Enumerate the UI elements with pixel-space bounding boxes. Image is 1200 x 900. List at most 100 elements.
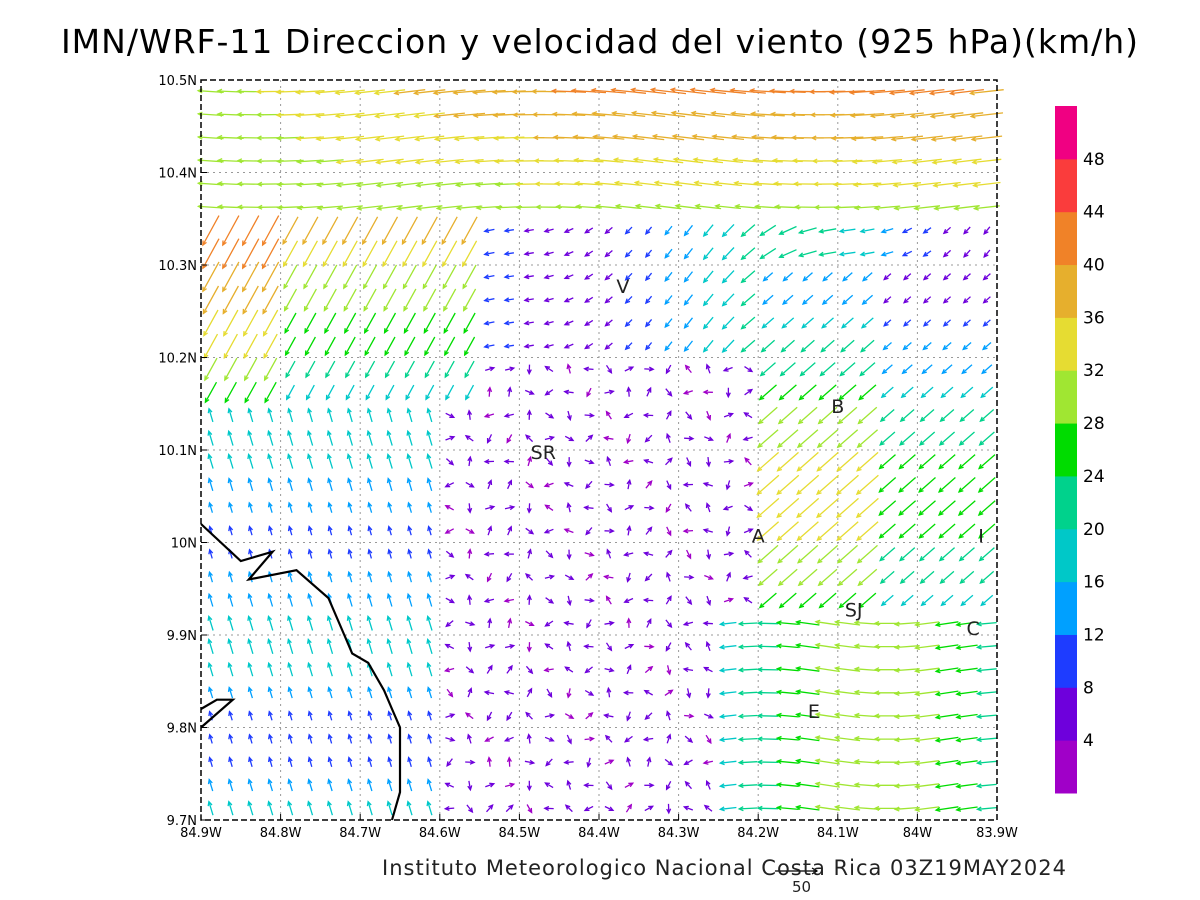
wind-arrow xyxy=(472,112,506,119)
wind-arrow xyxy=(241,238,260,270)
x-tick-label: 84.2W xyxy=(737,826,779,841)
wind-arrow xyxy=(526,642,532,653)
wind-arrow xyxy=(737,736,758,742)
wind-arrow xyxy=(665,549,673,558)
wind-arrow xyxy=(775,782,799,788)
wind-arrow xyxy=(838,251,856,257)
wind-arrow xyxy=(740,339,756,353)
wind-arrow xyxy=(296,205,324,211)
wind-arrow xyxy=(426,407,433,423)
wind-arrow xyxy=(955,760,978,766)
wind-arrow xyxy=(962,273,971,281)
wind-arrow xyxy=(247,429,254,446)
wind-arrow xyxy=(487,479,493,490)
wind-arrow xyxy=(920,594,934,607)
wind-arrow xyxy=(858,592,877,609)
wind-arrow xyxy=(623,412,634,418)
place-labels: V SR B A I SJ C E xyxy=(531,276,984,723)
wind-arrow xyxy=(840,339,855,353)
wind-arrow xyxy=(706,410,712,421)
wind-arrow xyxy=(506,711,513,722)
wind-arrow xyxy=(796,521,819,542)
wind-arrow xyxy=(583,505,594,511)
wind-arrow xyxy=(544,782,554,789)
colorbar-segment xyxy=(1055,211,1077,266)
wind-arrow xyxy=(893,644,920,650)
wind-arrow xyxy=(934,736,959,743)
wind-arrow xyxy=(781,317,795,329)
wind-arrow xyxy=(382,264,398,290)
wind-arrow xyxy=(860,339,875,353)
wind-arrow xyxy=(406,614,413,631)
wind-arrow xyxy=(978,523,996,539)
wind-arrow xyxy=(684,713,695,719)
wind-arrow xyxy=(740,270,756,284)
wind-arrow xyxy=(443,312,456,335)
wind-arrow xyxy=(685,596,693,606)
wind-arrow xyxy=(284,336,297,357)
wind-arrow xyxy=(893,783,920,789)
wind-arrow xyxy=(684,574,695,580)
wind-arrow xyxy=(611,134,645,141)
wind-arrow xyxy=(302,216,319,246)
wind-arrow xyxy=(584,412,595,418)
wind-arrow xyxy=(374,112,405,119)
wind-arrow xyxy=(686,549,692,560)
wind-arrow xyxy=(267,661,274,677)
wind-arrow xyxy=(737,713,758,719)
wind-arrow xyxy=(893,621,920,627)
wind-arrow xyxy=(702,759,714,765)
wind-arrow xyxy=(982,319,991,327)
wind-arrow xyxy=(775,666,799,672)
wind-arrow xyxy=(483,320,495,326)
wind-arrow xyxy=(605,595,612,605)
wind-arrow xyxy=(364,360,376,379)
wind-arrow xyxy=(222,285,239,315)
wind-arrow xyxy=(347,686,353,699)
wind-arrow xyxy=(983,226,991,235)
wind-arrow xyxy=(757,568,778,587)
wind-arrow xyxy=(583,782,594,788)
wind-arrow xyxy=(262,309,279,337)
y-tick-label: 10N xyxy=(171,537,197,552)
wind-arrow xyxy=(586,387,592,398)
wind-arrow xyxy=(683,247,694,260)
wind-arrow xyxy=(347,548,353,559)
wind-arrow xyxy=(624,735,633,743)
wind-arrow xyxy=(644,644,655,650)
wind-arrow xyxy=(383,312,397,335)
wind-arrow xyxy=(445,736,456,742)
colorbar-segment xyxy=(1055,687,1077,741)
wind-arrow xyxy=(335,182,364,188)
wind-arrow xyxy=(611,110,646,117)
wind-arrow xyxy=(282,216,299,246)
wind-arrow xyxy=(387,686,393,699)
wind-arrow xyxy=(585,480,593,490)
wind-arrow xyxy=(794,689,820,696)
wind-arrow xyxy=(585,712,594,720)
wind-arrow xyxy=(756,497,780,519)
wind-arrow xyxy=(817,568,838,587)
wind-arrow xyxy=(486,711,493,722)
wind-arrow xyxy=(918,523,936,539)
wind-arrow xyxy=(664,318,673,329)
wind-arrow xyxy=(718,690,737,696)
wind-arrow xyxy=(427,501,432,513)
wind-arrow xyxy=(487,525,493,536)
wind-arrow xyxy=(327,501,333,513)
wind-arrow xyxy=(665,619,673,629)
wind-arrow xyxy=(833,735,861,742)
wind-arrow xyxy=(306,429,314,446)
wind-arrow xyxy=(726,571,731,582)
wind-arrow xyxy=(666,571,671,582)
wind-arrow xyxy=(891,158,922,165)
wind-arrow xyxy=(901,250,913,257)
wind-arrow xyxy=(837,568,858,587)
wind-arrow xyxy=(261,238,280,270)
wind-arrow xyxy=(507,479,513,490)
wind-arrow xyxy=(958,547,975,562)
wind-arrow xyxy=(682,667,694,673)
wind-arrow xyxy=(525,620,535,627)
wind-arrow xyxy=(566,501,572,513)
